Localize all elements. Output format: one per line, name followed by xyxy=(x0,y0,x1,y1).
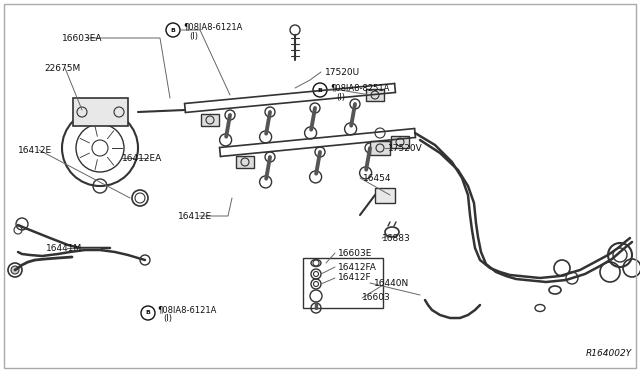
Text: 16412F: 16412F xyxy=(338,273,372,282)
Text: 17520U: 17520U xyxy=(325,67,360,77)
Text: (I): (I) xyxy=(336,93,345,102)
Text: 22675M: 22675M xyxy=(44,64,80,73)
Text: ¶08lA8-8251A: ¶08lA8-8251A xyxy=(330,83,389,93)
Bar xyxy=(73,98,128,126)
Text: R164002Y: R164002Y xyxy=(586,349,632,358)
Text: 16412EA: 16412EA xyxy=(122,154,163,163)
Text: 16412FA: 16412FA xyxy=(338,263,377,272)
Text: 16883: 16883 xyxy=(382,234,411,243)
Text: B: B xyxy=(171,28,175,32)
Text: 17520V: 17520V xyxy=(388,144,423,153)
Text: B: B xyxy=(317,87,323,93)
Text: B: B xyxy=(145,311,150,315)
Text: 16412E: 16412E xyxy=(18,145,52,154)
Text: 16440N: 16440N xyxy=(374,279,409,288)
Bar xyxy=(375,188,395,203)
Text: (I): (I) xyxy=(163,314,172,324)
Text: (I): (I) xyxy=(189,32,198,41)
Text: ¶08lA8-6121A: ¶08lA8-6121A xyxy=(183,22,243,32)
Bar xyxy=(303,258,383,308)
Text: 16603: 16603 xyxy=(362,294,391,302)
Bar xyxy=(201,114,219,126)
Text: 16603EA: 16603EA xyxy=(62,33,102,42)
Text: 16454: 16454 xyxy=(363,173,392,183)
Text: 16441M: 16441M xyxy=(46,244,83,253)
Bar xyxy=(391,136,409,148)
Bar xyxy=(370,141,390,155)
Bar xyxy=(366,89,384,101)
Text: 16412E: 16412E xyxy=(178,212,212,221)
Circle shape xyxy=(11,266,19,274)
Bar xyxy=(236,156,254,168)
Text: ¶08lA8-6121A: ¶08lA8-6121A xyxy=(157,305,216,314)
Text: 16603E: 16603E xyxy=(338,248,372,257)
